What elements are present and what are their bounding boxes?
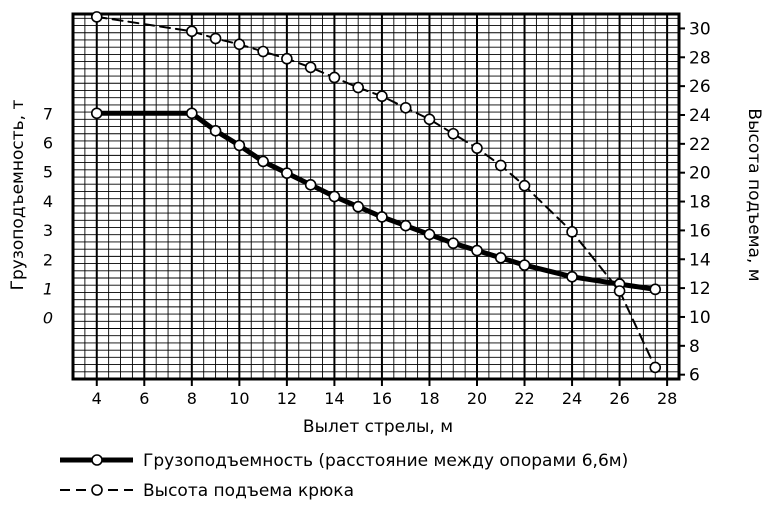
data-point-hook-height	[423, 113, 436, 126]
data-point-hook-height	[613, 285, 626, 297]
y-right-axis-ticks: 6 8 10 12 14 16 18 20 22 24 26 28 30	[679, 19, 711, 386]
data-point-hook-height	[399, 101, 412, 114]
y-left-axis-title: Грузоподъемность, т	[8, 100, 28, 291]
data-point-capacity	[447, 237, 460, 250]
data-point-hook-height	[352, 81, 364, 94]
data-point-hook-height	[471, 142, 483, 154]
data-point-capacity	[328, 190, 341, 203]
legend-item-capacity: Грузоподъемность (расстояние между опора…	[60, 451, 628, 471]
x-tick-label: 26	[609, 389, 629, 408]
plot-frame	[71, 12, 681, 381]
x-tick-label: 24	[562, 389, 582, 408]
grid	[73, 14, 679, 379]
data-point-hook-height	[447, 127, 460, 140]
data-point-capacity	[352, 200, 364, 213]
legend: Грузоподъемность (расстояние между опора…	[60, 451, 628, 501]
x-tick-label: 10	[229, 389, 249, 408]
legend-label-hook-height: Высота подъема крюка	[143, 481, 354, 501]
x-axis-title: Вылет стрелы, м	[303, 417, 453, 437]
y-right-tick-label: 14	[689, 250, 711, 270]
legend-marker-hook-height	[91, 484, 103, 496]
y-left-tick-label: 5	[43, 163, 53, 182]
y-right-tick-label: 6	[689, 366, 700, 386]
data-point-hook-height	[90, 11, 103, 23]
data-point-capacity	[281, 167, 293, 179]
data-point-capacity	[304, 179, 317, 191]
x-tick-label: 6	[139, 389, 149, 408]
y-left-tick-label: 6	[43, 133, 53, 152]
x-axis-ticks: 4 6 8 10 12 14 16 18 20 22 24 26 28	[92, 379, 677, 408]
data-point-hook-height	[518, 179, 531, 192]
x-tick-label: 28	[657, 389, 677, 408]
x-tick-label: 4	[92, 389, 102, 408]
x-tick-label: 14	[324, 389, 344, 408]
y-right-tick-label: 24	[689, 106, 711, 126]
y-right-tick-label: 28	[689, 48, 711, 68]
y-right-axis-title: Высота подъема, м	[744, 108, 764, 281]
y-left-tick-label: 4	[43, 192, 53, 211]
x-tick-label: 16	[372, 389, 392, 408]
y-right-tick-label: 12	[689, 279, 711, 299]
data-point-capacity	[233, 139, 246, 152]
x-tick-label: 18	[419, 389, 439, 408]
data-point-capacity	[90, 107, 103, 120]
data-point-capacity	[494, 252, 507, 264]
data-point-hook-height	[649, 361, 662, 374]
data-point-hook-height	[186, 25, 198, 38]
y-left-tick-label: 0	[43, 309, 53, 328]
legend-item-hook-height: Высота подъема крюка	[60, 481, 354, 501]
y-right-tick-label: 30	[689, 19, 711, 39]
y-right-tick-label: 26	[689, 77, 711, 97]
data-point-hook-height	[304, 61, 317, 74]
y-right-tick-label: 8	[689, 337, 700, 357]
data-point-hook-height	[376, 90, 388, 103]
data-point-hook-height	[281, 52, 293, 65]
x-tick-label: 20	[467, 389, 487, 408]
x-tick-label: 8	[187, 389, 197, 408]
data-point-capacity	[186, 107, 198, 120]
data-point-capacity	[649, 283, 662, 296]
x-tick-label: 22	[514, 389, 534, 408]
data-point-capacity	[209, 125, 222, 137]
y-left-axis-ticks: 0 1 2 3 4 5 6 7	[43, 104, 53, 327]
data-point-capacity	[376, 211, 388, 223]
y-right-tick-label: 20	[689, 164, 711, 184]
data-point-capacity	[566, 270, 578, 283]
data-point-hook-height	[566, 226, 578, 238]
data-point-hook-height	[209, 32, 222, 45]
y-right-tick-label: 18	[689, 193, 711, 213]
data-point-hook-height	[328, 71, 341, 84]
data-point-capacity	[257, 155, 269, 168]
y-left-tick-label: 7	[43, 104, 53, 123]
y-left-tick-label: 1	[43, 279, 53, 298]
y-right-tick-label: 16	[689, 221, 711, 241]
x-tick-label: 12	[277, 389, 297, 408]
legend-label-capacity: Грузоподъемность (расстояние между опора…	[143, 451, 628, 471]
data-point-hook-height	[257, 45, 269, 58]
y-left-tick-label: 2	[43, 250, 53, 269]
data-point-hook-height	[494, 159, 507, 172]
data-point-capacity	[471, 244, 483, 257]
data-point-capacity	[518, 259, 531, 271]
data-point-capacity	[423, 228, 436, 241]
y-right-tick-label: 22	[689, 135, 711, 155]
y-left-tick-label: 3	[43, 221, 53, 240]
y-right-tick-label: 10	[689, 308, 711, 328]
data-point-capacity	[399, 219, 412, 232]
legend-marker-capacity	[91, 454, 103, 466]
series-layer	[90, 11, 662, 374]
data-point-hook-height	[233, 38, 246, 51]
